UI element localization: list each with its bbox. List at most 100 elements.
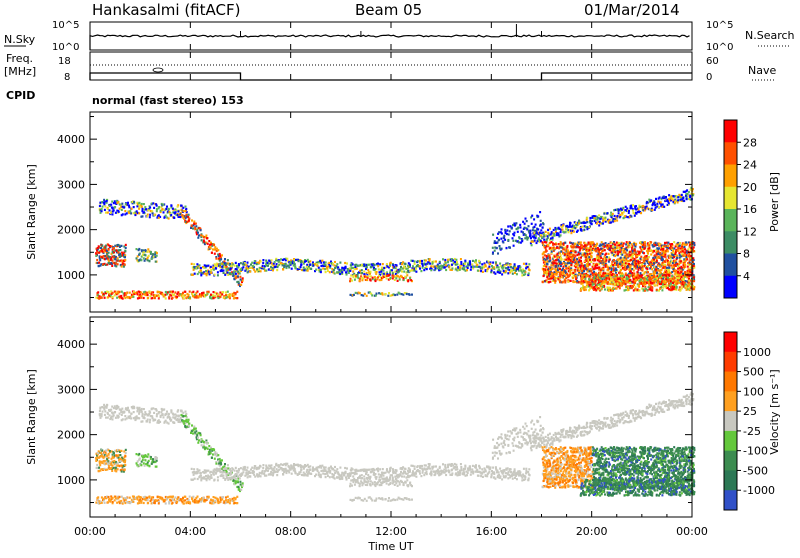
power-cell bbox=[383, 267, 385, 269]
power-cell bbox=[659, 283, 661, 285]
power-cell bbox=[214, 253, 216, 255]
power-cell bbox=[382, 293, 384, 295]
power-cell bbox=[563, 262, 565, 264]
power-cell bbox=[547, 229, 549, 231]
power-cell bbox=[455, 259, 457, 261]
power-cell bbox=[644, 209, 646, 211]
power-cell bbox=[644, 263, 646, 265]
date-title: 01/Mar/2014 bbox=[584, 1, 680, 19]
power-cell bbox=[113, 209, 115, 211]
power-cell bbox=[325, 271, 327, 273]
power-cell bbox=[361, 272, 363, 274]
power-cell bbox=[103, 255, 105, 257]
power-cell bbox=[119, 249, 121, 251]
power-cell bbox=[590, 282, 592, 284]
power-cell bbox=[599, 272, 601, 274]
power-cell bbox=[509, 247, 511, 249]
power-cell bbox=[366, 295, 368, 297]
power-cell bbox=[103, 293, 105, 295]
power-cell bbox=[156, 208, 158, 210]
power-cell bbox=[631, 243, 633, 245]
power-cell bbox=[172, 208, 174, 210]
power-cell bbox=[175, 211, 177, 213]
power-cell bbox=[282, 268, 284, 270]
freq-label: Freq. bbox=[6, 52, 33, 65]
power-cell bbox=[566, 267, 568, 269]
power-cell bbox=[498, 239, 500, 241]
power-cell bbox=[519, 237, 521, 239]
power-cell bbox=[559, 268, 561, 270]
power-cell bbox=[667, 242, 669, 244]
power-cell bbox=[652, 280, 654, 282]
power-cell bbox=[98, 252, 100, 254]
power-cell bbox=[599, 253, 601, 255]
power-cell bbox=[655, 242, 657, 244]
power-cell bbox=[410, 279, 412, 281]
power-cell bbox=[233, 275, 235, 277]
power-cell bbox=[543, 275, 545, 277]
power-cell bbox=[605, 217, 607, 219]
power-cell bbox=[404, 276, 406, 278]
power-cell bbox=[460, 263, 462, 265]
power-cell bbox=[212, 248, 214, 250]
power-cell bbox=[131, 208, 133, 210]
power-cell bbox=[197, 232, 199, 234]
power-cell bbox=[603, 283, 605, 285]
power-cell bbox=[614, 264, 616, 266]
power-cell bbox=[315, 269, 317, 271]
power-cell bbox=[686, 189, 688, 191]
power-cell bbox=[152, 202, 154, 204]
power-cell bbox=[227, 267, 229, 269]
power-cell bbox=[610, 271, 612, 273]
power-cell bbox=[600, 248, 602, 250]
power-cell bbox=[351, 267, 353, 269]
power-cell bbox=[504, 239, 506, 241]
power-cell bbox=[616, 247, 618, 249]
power-cell bbox=[101, 297, 103, 299]
power-cell bbox=[554, 256, 556, 258]
power-cell bbox=[262, 259, 264, 261]
power-cell bbox=[505, 270, 507, 272]
power-cell bbox=[657, 250, 659, 252]
power-cell bbox=[605, 242, 607, 244]
power-cell bbox=[527, 266, 529, 268]
power-cell bbox=[581, 280, 583, 282]
power-cell bbox=[686, 198, 688, 200]
nave-label: Nave bbox=[748, 64, 776, 77]
power-cell bbox=[616, 269, 618, 271]
power-cell bbox=[345, 266, 347, 268]
power-cell bbox=[376, 271, 378, 273]
power-cell bbox=[383, 270, 385, 272]
power-cell bbox=[681, 194, 683, 196]
power-cell bbox=[622, 275, 624, 277]
power-cell bbox=[629, 274, 631, 276]
power-cell bbox=[684, 263, 686, 265]
power-cell bbox=[604, 219, 606, 221]
power-cell bbox=[626, 255, 628, 257]
power-cell bbox=[637, 250, 639, 252]
power-cell bbox=[671, 264, 673, 266]
power-cell bbox=[277, 266, 279, 268]
power-cell bbox=[562, 281, 564, 283]
power-cell bbox=[114, 206, 116, 208]
power-cell bbox=[560, 246, 562, 248]
power-cell bbox=[466, 269, 468, 271]
power-cell bbox=[210, 269, 212, 271]
power-cell bbox=[121, 203, 123, 205]
power-cell bbox=[385, 293, 387, 295]
power-cell bbox=[144, 206, 146, 208]
power-cell bbox=[423, 269, 425, 271]
station-title: Hankasalmi (fitACF) bbox=[92, 1, 240, 19]
power-cell bbox=[111, 265, 113, 267]
power-cell bbox=[211, 252, 213, 254]
power-cell bbox=[389, 264, 391, 266]
power-cell bbox=[153, 214, 155, 216]
power-cell bbox=[574, 243, 576, 245]
power-cell bbox=[664, 282, 666, 284]
power-cell bbox=[653, 258, 655, 260]
power-cell bbox=[115, 258, 117, 260]
power-cell bbox=[121, 245, 123, 247]
power-cell bbox=[676, 263, 678, 265]
power-cell bbox=[663, 245, 665, 247]
power-cell bbox=[148, 255, 150, 257]
